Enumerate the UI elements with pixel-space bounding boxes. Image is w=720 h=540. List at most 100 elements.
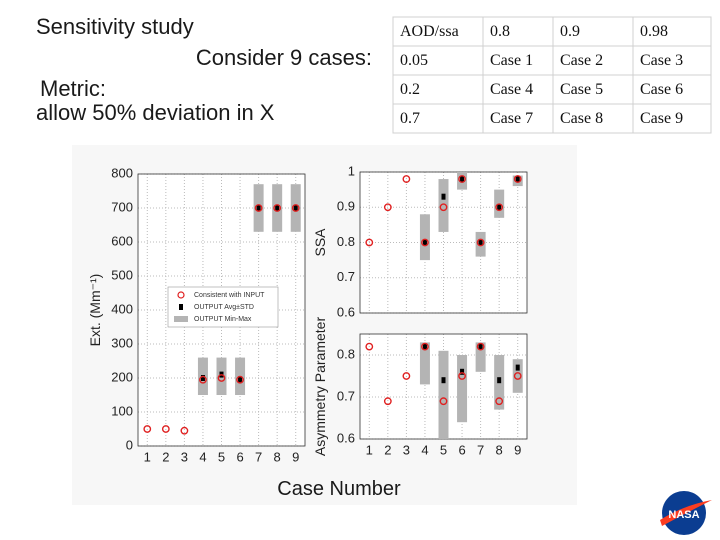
- mean-marker: [256, 205, 261, 211]
- y-axis-label: Ext. (Mm⁻¹): [87, 274, 103, 347]
- input-marker: [458, 372, 466, 380]
- table-text: 0.7: [400, 110, 420, 127]
- table-text: 0.2: [400, 81, 420, 98]
- x-tick-label: 3: [403, 442, 410, 457]
- y-tick-label: 0.6: [337, 304, 355, 319]
- y-axis-label: Asymmetry Parameter: [312, 317, 328, 457]
- table-header: 0.9: [560, 23, 580, 40]
- x-tick-label: 2: [384, 442, 391, 457]
- input-marker: [365, 342, 374, 351]
- mean-marker: [422, 343, 427, 350]
- input-marker: [383, 397, 392, 406]
- table-cell: [552, 16, 634, 47]
- y-tick-label: 0.8: [337, 346, 355, 361]
- table-cell: [392, 16, 484, 47]
- legend-label: OUTPUT Min-Max: [194, 316, 252, 323]
- x-tick-label: 5: [218, 449, 225, 464]
- mean-marker: [460, 176, 465, 183]
- input-marker: [180, 426, 189, 435]
- table-cell: [392, 74, 484, 105]
- y-tick-label: 300: [111, 335, 133, 350]
- mean-marker: [441, 377, 446, 384]
- table-text: Case 9: [640, 110, 683, 127]
- x-tick-label: 9: [514, 442, 521, 457]
- table-header: AOD/ssa: [400, 23, 459, 40]
- slide-subtitle: Consider 9 cases:: [196, 45, 372, 70]
- table-text: Case 8: [560, 110, 603, 127]
- table-text: Case 6: [640, 81, 683, 98]
- input-marker: [402, 175, 411, 183]
- input-marker: [254, 204, 263, 212]
- table-text: Case 1: [490, 52, 533, 69]
- input-marker: [161, 425, 170, 433]
- input-marker: [291, 204, 300, 212]
- table-cell: [552, 103, 634, 134]
- input-marker: [273, 204, 282, 212]
- table-text: Case 3: [640, 52, 683, 69]
- logo-text: NASA: [668, 509, 699, 521]
- input-marker: [236, 375, 244, 384]
- x-tick-label: 8: [496, 442, 503, 457]
- input-marker: [458, 175, 466, 183]
- input-marker: [513, 175, 522, 183]
- x-tick-label: 3: [181, 449, 188, 464]
- input-marker: [365, 238, 374, 247]
- range-box: [457, 355, 468, 423]
- table-text: 0.05: [400, 52, 428, 69]
- y-tick-label: 400: [111, 301, 133, 316]
- metric-label: Metric:: [40, 76, 106, 101]
- x-tick-label: 5: [440, 442, 447, 457]
- mean-marker: [460, 368, 465, 375]
- input-marker: [402, 372, 411, 380]
- mean-marker: [422, 239, 427, 246]
- mean-marker: [441, 193, 446, 200]
- mean-marker: [515, 176, 520, 183]
- range-box: [419, 342, 430, 385]
- input-marker: [421, 238, 429, 247]
- input-marker: [421, 342, 429, 351]
- input-marker: [439, 203, 448, 212]
- input-marker: [476, 342, 485, 351]
- input-marker: [383, 203, 392, 212]
- x-tick-label: 6: [458, 442, 465, 457]
- input-marker: [513, 372, 522, 380]
- plot-frame: [137, 173, 306, 447]
- legend-label: OUTPUT Avg±STD: [194, 304, 254, 311]
- input-marker: [495, 397, 504, 406]
- x-tick-label: 4: [199, 449, 206, 464]
- metric-text: allow 50% deviation in X: [36, 100, 275, 125]
- table-cell: [482, 103, 554, 134]
- y-tick-label: 0.6: [337, 430, 355, 445]
- table-text: Case 7: [490, 110, 533, 127]
- table-header: 0.8: [490, 23, 510, 40]
- input-marker: [476, 238, 485, 247]
- input-marker: [495, 203, 504, 212]
- range-box: [512, 359, 523, 393]
- y-tick-label: 0.9: [337, 199, 355, 214]
- input-marker: [439, 397, 448, 406]
- x-tick-label: 1: [366, 442, 373, 457]
- legend-swatch: [179, 304, 183, 310]
- x-tick-label: 7: [255, 449, 262, 464]
- chart: 0.6 0.7 0.8 0.9 1 SSA: [312, 163, 528, 319]
- table-cell: [632, 45, 712, 76]
- mean-marker: [497, 377, 502, 384]
- y-tick-label: 0.8: [337, 234, 355, 249]
- x-tick-label: 2: [162, 449, 169, 464]
- y-tick-label: 0.7: [337, 269, 355, 284]
- input-marker: [217, 374, 226, 382]
- x-tick-label: 7: [477, 442, 484, 457]
- y-tick-label: 800: [111, 165, 133, 180]
- mean-marker: [275, 205, 280, 211]
- logo-swoosh: [660, 500, 712, 526]
- x-tick-label: 9: [292, 449, 299, 464]
- y-tick-label: 1: [348, 163, 355, 178]
- table-cell: [482, 74, 554, 105]
- mean-marker: [478, 343, 483, 350]
- table-text: Case 5: [560, 81, 603, 98]
- y-tick-label: 600: [111, 233, 133, 248]
- slide-title: Sensitivity study: [36, 14, 194, 39]
- y-axis-label: SSA: [312, 228, 328, 257]
- y-tick-label: 200: [111, 369, 133, 384]
- x-tick-label: 8: [274, 449, 281, 464]
